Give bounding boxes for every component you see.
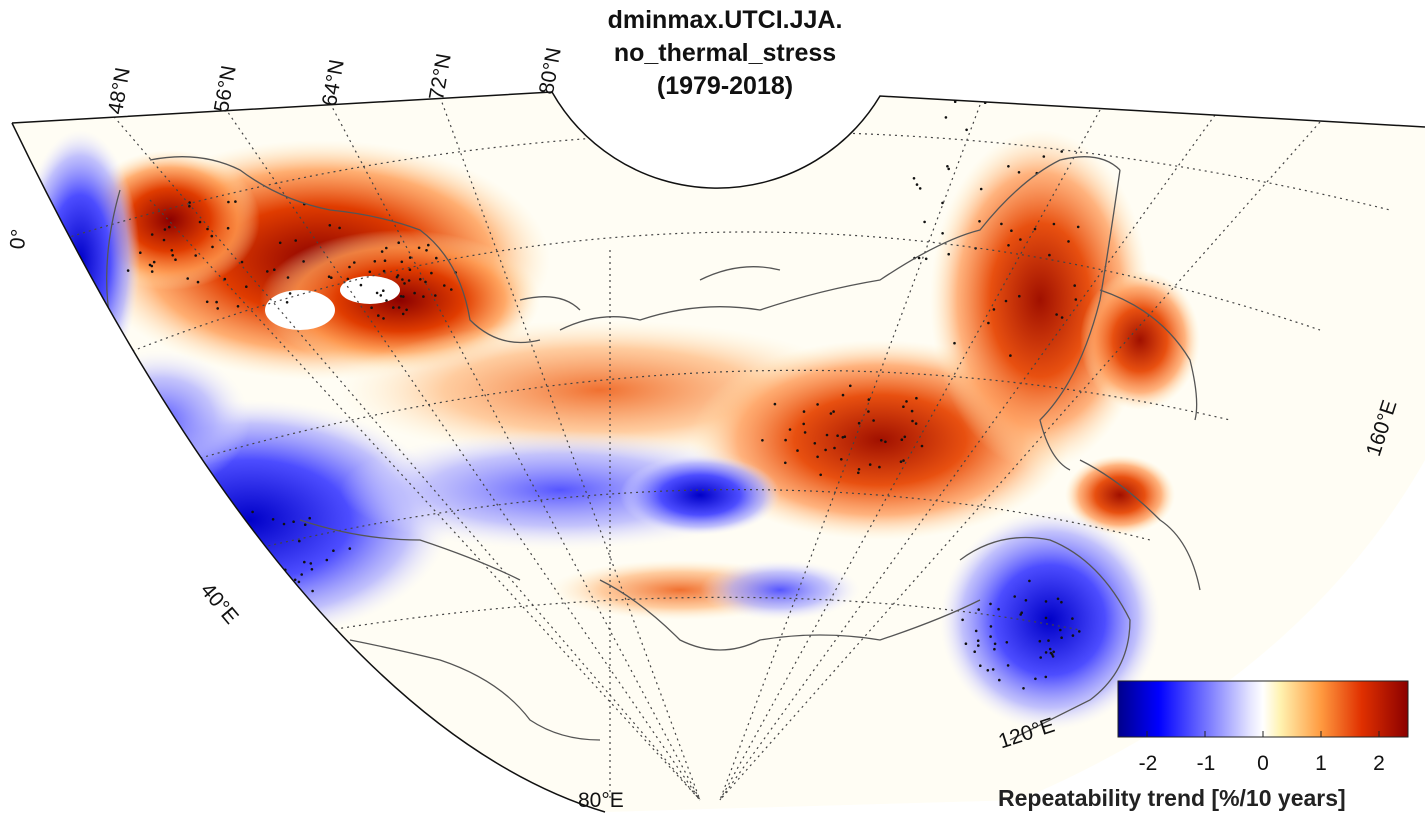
title-line-1: dminmax.UTCI.JJA.	[607, 6, 843, 34]
colorbar-tick-label: 2	[1373, 752, 1385, 775]
colorbar-tick-label: -1	[1196, 752, 1216, 775]
graticule	[59, 96, 1391, 801]
sector-left-edge	[11, 122, 606, 813]
colorbar	[1117, 680, 1409, 738]
colorbar-tick-label: 0	[1257, 752, 1269, 775]
figure-title: dminmax.UTCI.JJA. no_thermal_stress (197…	[560, 4, 890, 103]
title-line-3: (1979-2018)	[656, 72, 794, 100]
northeast-china-negative-region	[940, 510, 1160, 730]
lon-label-80e: 80°E	[578, 789, 624, 812]
colorbar-title: Repeatability trend [%/10 years]	[998, 785, 1346, 811]
colorbar-ticks	[1146, 731, 1380, 737]
title-line-2: no_thermal_stress	[613, 39, 837, 67]
sakhalin-positive-region	[1065, 455, 1175, 535]
kamchatka-positive-region	[1080, 270, 1200, 410]
colorbar-tick-label: -2	[1138, 752, 1158, 775]
lat-label-0: 0°	[6, 228, 31, 251]
sector-top-edge	[11, 91, 1425, 189]
colorbar-tick-label: 1	[1315, 752, 1327, 775]
